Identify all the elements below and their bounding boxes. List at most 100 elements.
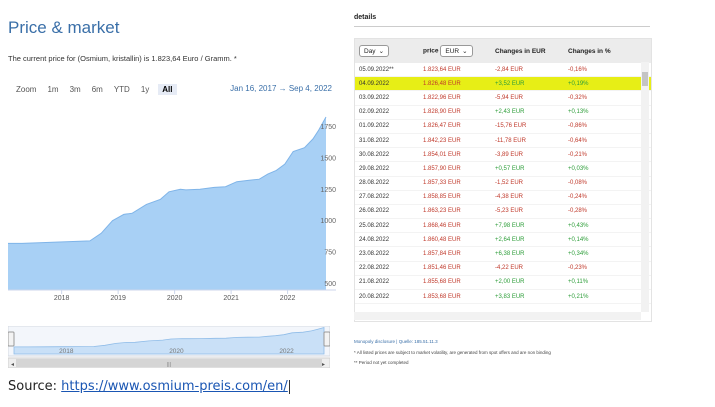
navigator-scrollbar-thumb — [16, 359, 322, 367]
period-select[interactable]: Day ⌄ — [359, 45, 390, 57]
source-link[interactable]: https://www.osmium-preis.com/en/ — [61, 379, 288, 394]
row-price: 1.863,23 EUR — [423, 208, 461, 215]
table-row[interactable]: 25.08.2022 1.868,46 EUR +7,98 EUR +0,43% — [355, 219, 651, 234]
row-price: 1.826,47 EUR — [423, 123, 461, 130]
row-date: 26.08.2022 — [359, 208, 390, 215]
row-price: 1.823,64 EUR — [423, 66, 461, 73]
row-change-eur: +2,43 EUR — [495, 109, 525, 116]
row-date: 25.08.2022 — [359, 222, 390, 229]
row-date: 03.09.2022 — [359, 94, 390, 101]
source-note[interactable]: Monopoly disclosure | Quelle: 185.51.11.… — [354, 339, 438, 344]
series-area-fill — [8, 117, 326, 290]
table-row[interactable]: 21.08.2022 1.855,68 EUR +2,00 EUR +0,11% — [355, 276, 651, 290]
change-pct-header: Changes in % — [568, 47, 611, 55]
row-change-eur: -2,84 EUR — [495, 66, 524, 73]
row-price: 1.857,90 EUR — [423, 165, 461, 172]
table-row[interactable]: 26.08.2022 1.863,23 EUR -5,23 EUR -0,28% — [355, 205, 651, 220]
navigator-area — [13, 326, 325, 355]
row-date: 02.09.2022 — [359, 109, 390, 116]
zoom-all-button[interactable]: All — [158, 84, 177, 95]
row-price: 1.828,90 EUR — [423, 109, 461, 116]
row-change-eur: -3,89 EUR — [495, 151, 524, 158]
x-tick-label: 2019 — [110, 295, 126, 300]
chart-title: Price & market — [8, 18, 120, 37]
row-date: 04.09.2022 — [359, 80, 390, 87]
y-tick-label: 1250 — [320, 187, 336, 194]
row-change-eur: -15,76 EUR — [495, 123, 527, 130]
row-change-eur: -4,22 EUR — [495, 265, 524, 272]
y-tick-label: 1000 — [320, 218, 336, 225]
row-change-eur: +7,98 EUR — [495, 222, 525, 229]
scrollbar-grip-icon: ||| — [167, 362, 171, 368]
row-change-pct: +0,34% — [568, 251, 589, 258]
zoom-bar: Zoom 1m 3m 6m YTD 1y All — [14, 84, 177, 95]
price-header: price — [423, 47, 439, 55]
row-date: 29.08.2022 — [359, 165, 390, 172]
table-row[interactable]: 29.08.2022 1.857,90 EUR +0,57 EUR +0,03% — [355, 162, 651, 177]
current-price-text: The current price for (Osmium, kristalli… — [8, 54, 237, 63]
scroll-left-arrow-icon: ◂ — [11, 362, 14, 368]
table-row[interactable]: 01.09.2022 1.826,47 EUR -15,76 EUR -0,86% — [355, 120, 651, 134]
period-select-value: Day — [364, 47, 376, 55]
row-price: 1.842,23 EUR — [423, 137, 461, 144]
row-change-eur: -11,78 EUR — [495, 137, 526, 144]
table-row[interactable]: 04.09.2022 1.826,48 EUR +3,52 EUR +0,19% — [355, 77, 651, 92]
table-row[interactable]: 31.08.2022 1.842,23 EUR -11,78 EUR -0,64% — [355, 134, 651, 149]
currency-select[interactable]: EUR ⌄ — [440, 45, 473, 57]
y-tick-label: 1750 — [320, 124, 336, 131]
table-row[interactable]: 03.09.2022 1.822,96 EUR -5,94 EUR -0,32% — [355, 91, 651, 106]
row-price: 1.868,46 EUR — [423, 222, 461, 229]
vertical-scrollbar-thumb[interactable] — [642, 72, 648, 86]
row-change-pct: -0,24% — [568, 194, 588, 201]
zoom-ytd-button[interactable]: YTD — [113, 85, 130, 94]
row-price: 1.858,85 EUR — [423, 194, 461, 201]
price-area-chart[interactable]: 2018 2019 2020 2021 2022 500 750 1000 1250 1500 1… — [8, 100, 338, 300]
x-tick-label: 2020 — [167, 295, 183, 300]
row-change-pct: +0,43% — [568, 222, 589, 229]
table-row[interactable]: 02.09.2022 1.828,90 EUR +2,43 EUR +0,13% — [355, 106, 651, 120]
row-date: 05.09.2022** — [359, 66, 394, 73]
row-change-pct: +0,19% — [568, 80, 589, 87]
row-change-pct: +0,21% — [568, 293, 589, 300]
row-change-eur: +3,52 EUR — [495, 80, 525, 87]
row-date: 22.08.2022 — [359, 265, 390, 272]
chevron-down-icon: ⌄ — [378, 48, 385, 55]
table-row[interactable]: 28.08.2022 1.857,33 EUR -1,52 EUR -0,08% — [355, 177, 651, 191]
row-price: 1.854,01 EUR — [423, 151, 461, 158]
table-vertical-scrollbar[interactable] — [641, 62, 649, 312]
table-row[interactable]: 22.08.2022 1.851,46 EUR -4,22 EUR -0,23% — [355, 262, 651, 276]
area-layer — [8, 116, 336, 291]
zoom-1y-button[interactable]: 1y — [140, 85, 150, 94]
row-change-pct: -0,08% — [568, 180, 588, 187]
navigator-tick-label: 2022 — [279, 348, 294, 355]
table-row[interactable]: 20.08.2022 1.853,68 EUR +3,83 EUR +0,21% — [355, 290, 651, 305]
table-row[interactable]: 30.08.2022 1.854,01 EUR -3,89 EUR -0,21% — [355, 148, 651, 163]
y-tick-label: 500 — [324, 281, 336, 288]
zoom-6m-button[interactable]: 6m — [91, 85, 103, 94]
row-date: 30.08.2022 — [359, 151, 390, 158]
range-navigator[interactable]: 2018 2020 2022 ◂ ▸ ||| — [8, 326, 330, 368]
change-eur-header: Changes in EUR — [495, 47, 546, 55]
row-change-eur: +2,00 EUR — [495, 279, 525, 286]
table-row[interactable]: 23.08.2022 1.857,84 EUR +6,38 EUR +0,34% — [355, 247, 651, 262]
navigator-right-handle — [323, 331, 330, 347]
row-change-eur: +6,38 EUR — [495, 251, 525, 258]
details-heading: details — [354, 14, 377, 21]
y-tick-label: 1500 — [320, 155, 336, 162]
row-change-pct: -0,21% — [568, 151, 588, 158]
details-table: Day ⌄ price EUR ⌄ Changes in EUR Changes i… — [354, 38, 652, 322]
table-row[interactable]: 05.09.2022** 1.823,64 EUR -2,84 EUR -0,16% — [355, 63, 651, 78]
row-price: 1.855,68 EUR — [423, 279, 461, 286]
row-change-pct: -0,64% — [568, 137, 588, 144]
table-row[interactable]: 27.08.2022 1.858,85 EUR -4,38 EUR -0,24% — [355, 191, 651, 205]
row-price: 1.851,46 EUR — [423, 265, 461, 272]
zoom-1m-button[interactable]: 1m — [47, 85, 59, 94]
date-range[interactable]: Jan 16, 2017 → Sep 4, 2022 — [230, 84, 332, 93]
row-change-pct: -0,23% — [568, 265, 588, 272]
table-horizontal-scrollbar[interactable] — [354, 312, 641, 320]
row-date: 24.08.2022 — [359, 236, 390, 243]
zoom-3m-button[interactable]: 3m — [69, 85, 81, 94]
table-row[interactable]: 24.08.2022 1.860,48 EUR +2,64 EUR +0,14% — [355, 233, 651, 248]
row-change-eur: -1,52 EUR — [495, 180, 524, 187]
row-change-eur: -4,38 EUR — [495, 194, 524, 201]
